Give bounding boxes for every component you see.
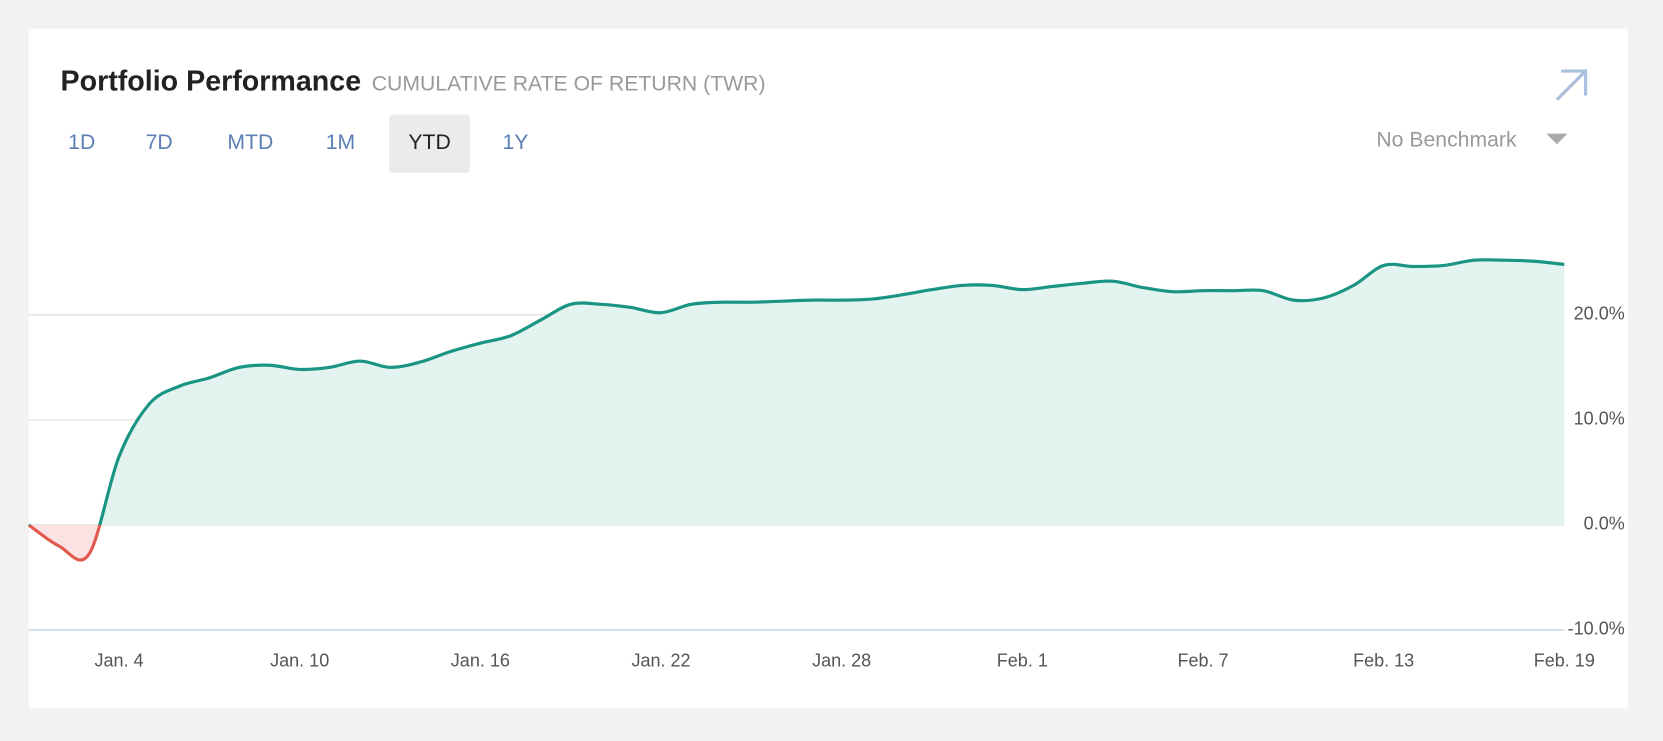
x-tick-label: Feb. 7 xyxy=(1177,651,1228,671)
line xyxy=(27,258,1565,562)
range-button-bg[interactable] xyxy=(389,114,470,173)
expand-icon[interactable] xyxy=(1555,69,1588,101)
x-tick-label: Jan. 28 xyxy=(812,651,871,671)
range-button[interactable]: YTD xyxy=(408,131,450,154)
range-button[interactable]: 1M xyxy=(326,131,355,154)
x-tick-label: Feb. 19 xyxy=(1534,651,1595,671)
area-fill xyxy=(28,259,1565,561)
range-button[interactable]: 1D xyxy=(68,131,95,154)
range-button[interactable]: 1Y xyxy=(502,131,528,154)
benchmark-select[interactable]: No Benchmark xyxy=(1376,129,1517,152)
x-tick-label: Jan. 16 xyxy=(451,651,510,671)
range-button[interactable]: MTD xyxy=(227,131,273,154)
dropdown-arrow[interactable] xyxy=(1546,133,1568,145)
x-tick-label: Jan. 4 xyxy=(94,651,143,671)
chart-title: Portfolio Performance xyxy=(61,65,362,97)
x-tick-label: Jan. 22 xyxy=(631,651,690,671)
y-tick-label: 10.0% xyxy=(1574,409,1625,429)
x-tick-label: Jan. 10 xyxy=(270,651,329,671)
x-tick-label: Feb. 13 xyxy=(1353,651,1414,671)
range-button[interactable]: 7D xyxy=(146,131,173,154)
x-tick-label: Feb. 1 xyxy=(997,651,1048,671)
y-tick-label: 0.0% xyxy=(1584,514,1625,534)
y-tick-label: 20.0% xyxy=(1574,304,1625,324)
y-tick-label: -10.0% xyxy=(1568,619,1625,639)
chart-subtitle: CUMULATIVE RATE OF RETURN (TWR) xyxy=(372,72,766,95)
